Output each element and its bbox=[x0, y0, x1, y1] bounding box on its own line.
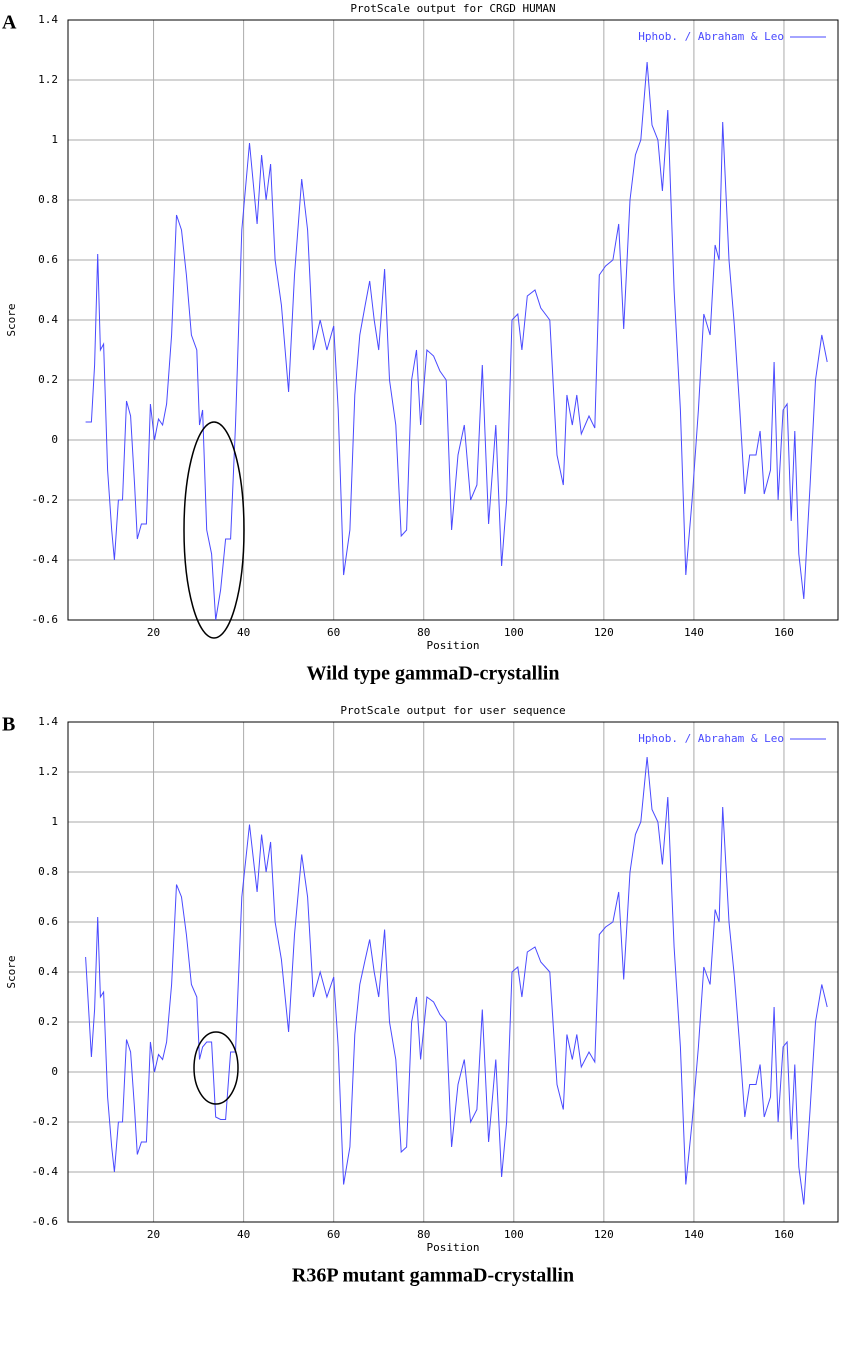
y-tick-label: 0.8 bbox=[38, 865, 58, 878]
panel-label: A bbox=[2, 12, 17, 34]
x-tick-label: 20 bbox=[147, 626, 160, 639]
x-tick-label: 40 bbox=[237, 626, 250, 639]
y-tick-label: -0.4 bbox=[32, 553, 59, 566]
y-tick-label: -0.6 bbox=[32, 1215, 59, 1228]
legend-label: Hphob. / Abraham & Leo bbox=[638, 732, 784, 745]
y-tick-label: 1.2 bbox=[38, 765, 58, 778]
data-line bbox=[85, 61, 828, 621]
plot-frame bbox=[67, 19, 839, 621]
data-line bbox=[85, 756, 828, 1205]
x-tick-label: 40 bbox=[237, 1228, 250, 1241]
y-tick-label: 0.8 bbox=[38, 193, 58, 206]
x-tick-label: 140 bbox=[684, 626, 704, 639]
x-tick-label: 160 bbox=[774, 626, 794, 639]
y-tick-label: 0.6 bbox=[38, 253, 58, 266]
highlight-ellipse bbox=[193, 1031, 239, 1105]
y-axis-label: Score bbox=[5, 303, 18, 336]
panel-label: B bbox=[2, 714, 15, 736]
y-tick-label: 0.2 bbox=[38, 373, 58, 386]
caption: Wild type gammaD-crystallin bbox=[307, 663, 560, 685]
y-tick-label: 0 bbox=[51, 1065, 58, 1078]
x-tick-label: 100 bbox=[504, 626, 524, 639]
x-tick-label: 140 bbox=[684, 1228, 704, 1241]
y-tick-label: -0.6 bbox=[32, 613, 59, 626]
x-tick-label: 120 bbox=[594, 1228, 614, 1241]
chart-title: ProtScale output for user sequence bbox=[340, 704, 565, 717]
y-tick-label: 0.4 bbox=[38, 965, 58, 978]
y-tick-label: -0.4 bbox=[32, 1165, 59, 1178]
y-tick-label: 1.4 bbox=[38, 13, 58, 26]
x-tick-label: 100 bbox=[504, 1228, 524, 1241]
y-tick-label: 0.6 bbox=[38, 915, 58, 928]
y-tick-label: 0.2 bbox=[38, 1015, 58, 1028]
y-tick-label: 0 bbox=[51, 433, 58, 446]
y-tick-label: 1 bbox=[51, 815, 58, 828]
x-tick-label: 20 bbox=[147, 1228, 160, 1241]
x-tick-label: 80 bbox=[417, 1228, 430, 1241]
y-tick-label: 1.2 bbox=[38, 73, 58, 86]
caption: R36P mutant gammaD-crystallin bbox=[292, 1265, 574, 1287]
chart: -0.6 -0.4 -0.2 0 0.2 0.4 0.6 0.8 1 1.2 1.4 20 40 60 80… bbox=[2, 2, 839, 685]
highlight-ellipse bbox=[183, 421, 245, 639]
x-tick-label: 60 bbox=[327, 1228, 340, 1241]
x-tick-label: 160 bbox=[774, 1228, 794, 1241]
y-tick-label: 1.4 bbox=[38, 715, 58, 728]
x-tick-label: 120 bbox=[594, 626, 614, 639]
legend-label: Hphob. / Abraham & Leo bbox=[638, 30, 784, 43]
x-axis-label: Position bbox=[427, 1241, 480, 1254]
x-tick-label: 80 bbox=[417, 626, 430, 639]
x-tick-label: 60 bbox=[327, 626, 340, 639]
chart-title: ProtScale output for CRGD HUMAN bbox=[350, 2, 555, 15]
y-axis-label: Score bbox=[5, 955, 18, 988]
x-axis-label: Position bbox=[427, 639, 480, 652]
plot-frame bbox=[67, 721, 839, 1223]
y-tick-label: -0.2 bbox=[32, 1115, 59, 1128]
chart: -0.6 -0.4 -0.2 0 0.2 0.4 0.6 0.8 1 1.2 1.4 20 40 60 80… bbox=[2, 704, 839, 1287]
y-tick-label: 1 bbox=[51, 133, 58, 146]
y-tick-label: -0.2 bbox=[32, 493, 59, 506]
y-tick-label: 0.4 bbox=[38, 313, 58, 326]
